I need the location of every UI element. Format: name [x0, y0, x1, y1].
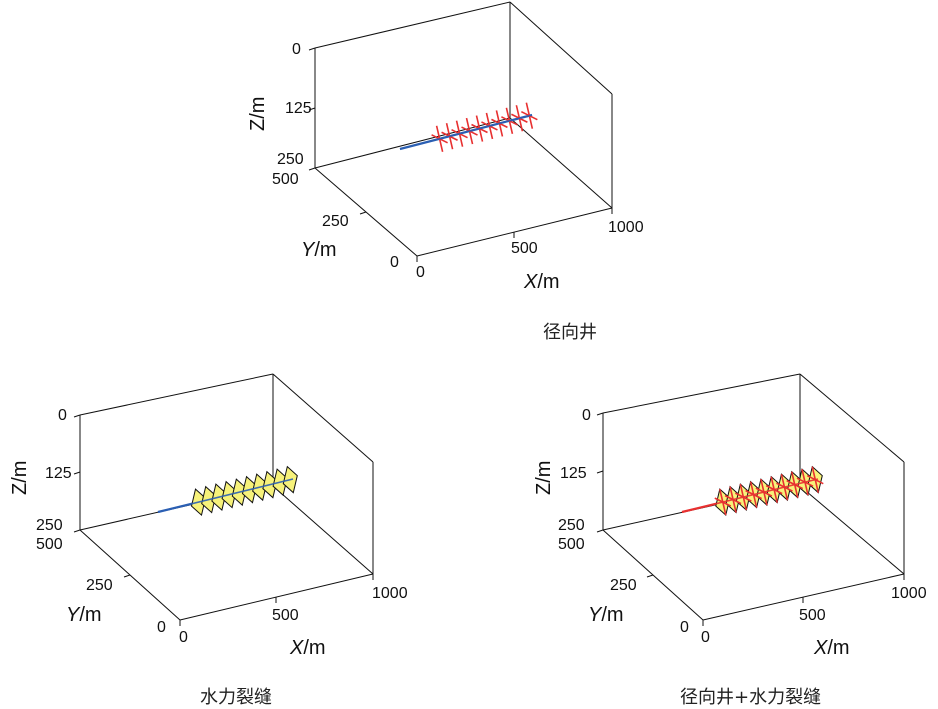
- horizontal-wellbore: [157, 478, 294, 513]
- x-tick-label: 0: [701, 629, 710, 646]
- x-tick-label: 500: [799, 607, 826, 624]
- z-tick-label: 0: [582, 407, 591, 424]
- z-tick-label: 250: [36, 517, 63, 534]
- plot-3d-radial: 0 125 250 Z/m 500 250 0 Y/m 0 500 1000 X…: [247, 1, 644, 293]
- plot-3d-fractures: 0 125 250 Z/m 500 250 0 Y/m 0 500 1000 X…: [9, 373, 408, 659]
- z-tick-label: 0: [58, 407, 67, 424]
- y-axis-label: Y/m: [588, 604, 624, 626]
- x-tick-label: 1000: [608, 219, 644, 236]
- z-axis-label: Z/m: [247, 97, 269, 131]
- x-axis-label: X/m: [289, 637, 326, 659]
- z-tick-label: 250: [558, 517, 585, 534]
- x-tick-label: 500: [272, 607, 299, 624]
- x-tick-labels: 0 500 1000: [416, 219, 644, 281]
- z-axis-label: Z/m: [533, 461, 555, 495]
- z-tick-label: 250: [277, 151, 304, 168]
- z-tick-label: 125: [560, 465, 587, 482]
- x-tick-label: 500: [511, 240, 538, 257]
- x-axis-label: X/m: [523, 271, 560, 293]
- wells-radial: [399, 102, 538, 152]
- y-tick-labels: 500 250 0: [36, 536, 166, 636]
- x-tick-labels: 0 500 1000: [701, 585, 927, 646]
- y-tick-labels: 500 250 0: [272, 171, 399, 271]
- z-tick-labels: 0 125 250: [558, 407, 591, 534]
- x-axis-label: X/m: [813, 637, 850, 659]
- y-tick-label: 250: [610, 577, 637, 594]
- caption-radial: 径向井: [543, 322, 597, 343]
- panel-hydraulic-fractures: 0 125 250 Z/m 500 250 0 Y/m 0 500 1000 X…: [0, 358, 440, 709]
- y-tick-label: 500: [36, 536, 63, 553]
- caption-combined: 径向井+水力裂缝: [680, 687, 822, 708]
- horizontal-wellbore: [681, 478, 819, 513]
- panel-radial-plus-fractures: 0 125 250 Z/m 500 250 0 Y/m 0 500 1000 X…: [530, 358, 938, 709]
- z-tick-label: 0: [292, 41, 301, 58]
- panel-radial-wells: 0 125 250 Z/m 500 250 0 Y/m 0 500 1000 X…: [230, 0, 670, 350]
- x-tick-label: 1000: [372, 585, 408, 602]
- y-tick-label: 0: [680, 619, 689, 636]
- y-tick-label: 500: [272, 171, 299, 188]
- y-tick-label: 250: [322, 213, 349, 230]
- wells-combined: [681, 465, 824, 517]
- z-axis-label: Z/m: [9, 461, 31, 495]
- z-tick-labels: 0 125 250: [277, 41, 312, 168]
- y-tick-label: 0: [157, 619, 166, 636]
- y-axis-label: Y/m: [301, 239, 337, 261]
- horizontal-wellbore: [399, 114, 533, 150]
- plot-3d-combined: 0 125 250 Z/m 500 250 0 Y/m 0 500 1000 X…: [533, 373, 927, 659]
- z-tick-label: 125: [285, 100, 312, 117]
- axes-frame: [308, 1, 613, 262]
- z-tick-labels: 0 125 250: [36, 407, 72, 534]
- y-tick-label: 250: [86, 577, 113, 594]
- y-axis-label: Y/m: [66, 604, 102, 626]
- wells-fractures: [157, 465, 298, 517]
- z-tick-label: 125: [45, 465, 72, 482]
- y-tick-label: 500: [558, 536, 585, 553]
- x-tick-label: 1000: [891, 585, 927, 602]
- y-tick-labels: 500 250 0: [558, 536, 689, 636]
- x-tick-label: 0: [416, 264, 425, 281]
- x-tick-labels: 0 500 1000: [179, 585, 408, 646]
- caption-fractures: 水力裂缝: [200, 687, 272, 708]
- y-tick-label: 0: [390, 254, 399, 271]
- x-tick-label: 0: [179, 629, 188, 646]
